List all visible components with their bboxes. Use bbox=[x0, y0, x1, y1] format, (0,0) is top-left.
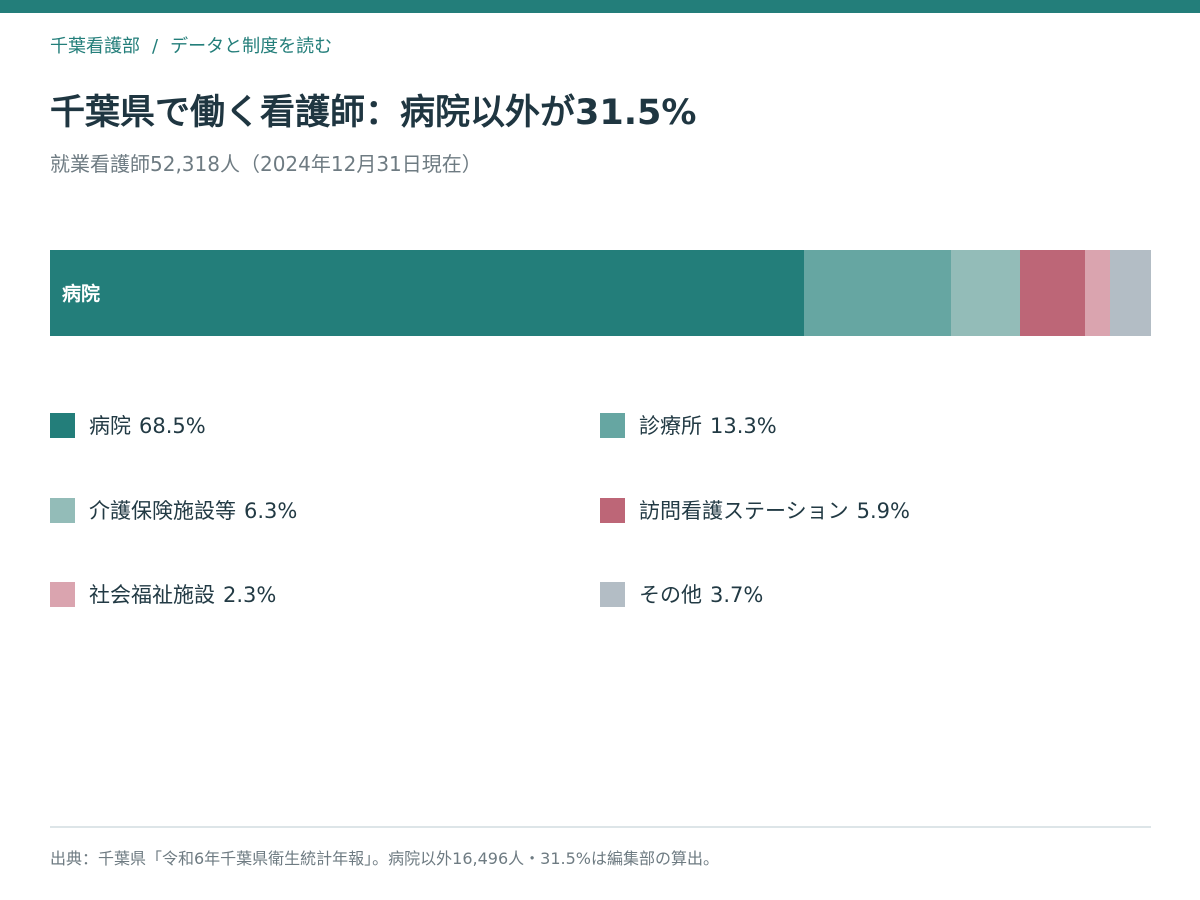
source-note: 出典：千葉県「令和6年千葉県衛生統計年報」。病院以外16,496人・31.5%は… bbox=[50, 849, 719, 868]
legend-label: 訪問看護ステーション 5.9% bbox=[639, 495, 910, 525]
legend-series-name: 訪問看護ステーション bbox=[639, 499, 849, 523]
legend-swatch bbox=[50, 581, 75, 607]
legend-label: 社会福祉施設 2.3% bbox=[89, 579, 276, 609]
breadcrumb-current-page[interactable]: データと制度を読む bbox=[170, 36, 333, 57]
legend-label: 介護保険施設等 6.3% bbox=[89, 495, 297, 525]
legend-series-name: その他 bbox=[639, 583, 702, 607]
legend-label: 病院 68.5% bbox=[89, 410, 206, 440]
bar-segment-label: 病院 bbox=[62, 283, 101, 305]
stacked-bar-chart: 病院 bbox=[50, 250, 1151, 336]
legend-swatch bbox=[600, 497, 625, 523]
legend-series-value: 2.3% bbox=[223, 583, 277, 607]
page-subtitle: 就業看護師52,318人（2024年12月31日現在） bbox=[50, 152, 482, 176]
legend-series-value: 68.5% bbox=[139, 414, 206, 438]
bar-segment-6 bbox=[1110, 250, 1151, 336]
legend-item: 訪問看護ステーション 5.9% bbox=[600, 497, 910, 523]
legend-item: 診療所 13.3% bbox=[600, 412, 777, 438]
legend-series-name: 介護保険施設等 bbox=[89, 499, 236, 523]
legend-swatch bbox=[50, 497, 75, 523]
page-title: 千葉県で働く看護師：病院以外が31.5% bbox=[50, 93, 697, 133]
legend-series-name: 病院 bbox=[89, 414, 131, 438]
legend-item: 介護保険施設等 6.3% bbox=[50, 497, 297, 523]
legend-series-name: 診療所 bbox=[639, 414, 702, 438]
bar-segment-3 bbox=[950, 250, 1020, 336]
legend-series-value: 13.3% bbox=[710, 414, 777, 438]
legend-label: 診療所 13.3% bbox=[639, 410, 777, 440]
top-accent-bar bbox=[0, 0, 1200, 13]
legend-label: その他 3.7% bbox=[639, 579, 763, 609]
bar-segment-2 bbox=[804, 250, 951, 336]
legend-series-value: 6.3% bbox=[244, 499, 298, 523]
bar-segment-1: 病院 bbox=[50, 250, 805, 336]
bar-segment-5 bbox=[1084, 250, 1111, 336]
legend-series-value: 5.9% bbox=[856, 499, 910, 523]
legend-item: 病院 68.5% bbox=[50, 412, 206, 438]
bar-segment-4 bbox=[1019, 250, 1085, 336]
legend-item: 社会福祉施設 2.3% bbox=[50, 581, 276, 607]
legend-swatch bbox=[600, 581, 625, 607]
legend-swatch bbox=[600, 412, 625, 438]
legend-swatch bbox=[50, 412, 75, 438]
breadcrumb: 千葉看護部 / データと制度を読む bbox=[50, 32, 332, 58]
legend-item: その他 3.7% bbox=[600, 581, 763, 607]
legend-series-name: 社会福祉施設 bbox=[89, 583, 215, 607]
legend-series-value: 3.7% bbox=[710, 583, 764, 607]
breadcrumb-section-link[interactable]: 千葉看護部 bbox=[50, 36, 140, 57]
breadcrumb-separator: / bbox=[152, 36, 159, 57]
footer-divider bbox=[50, 826, 1151, 828]
